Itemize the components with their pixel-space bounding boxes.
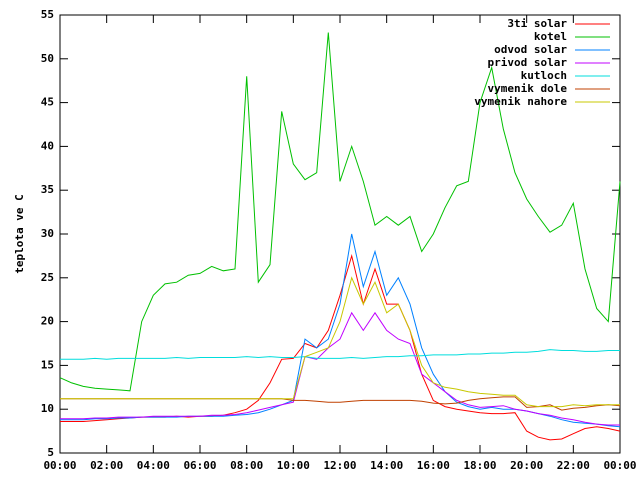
series-line: [59, 32, 621, 392]
y-tick-label: 20: [41, 315, 54, 328]
legend-label: privod solar: [488, 56, 568, 69]
legend-label: 3ti solar: [507, 17, 567, 30]
y-tick-label: 10: [41, 402, 54, 415]
y-tick-label: 45: [41, 96, 54, 109]
x-tick-label: 02:00: [90, 459, 123, 472]
legend-label: vymenik dole: [488, 82, 568, 95]
y-tick-label: 55: [41, 8, 54, 21]
x-tick-label: 22:00: [557, 459, 590, 472]
x-tick-label: 00:00: [43, 459, 76, 472]
series-line: [60, 276, 620, 408]
x-tick-label: 12:00: [323, 459, 356, 472]
y-axis-label: teplota ve C: [13, 194, 26, 273]
y-tick-label: 30: [41, 227, 54, 240]
x-tick-label: 00:00: [603, 459, 636, 472]
legend-label: vymenik nahore: [474, 95, 567, 108]
x-tick-label: 06:00: [183, 459, 216, 472]
series-line: [60, 311, 620, 426]
y-tick-label: 25: [41, 271, 54, 284]
x-tick-label: 20:00: [510, 459, 543, 472]
x-tick-label: 16:00: [417, 459, 450, 472]
y-tick-label: 35: [41, 183, 54, 196]
legend-label: odvod solar: [494, 43, 567, 56]
y-tick-label: 40: [41, 139, 54, 152]
x-tick-label: 10:00: [277, 459, 310, 472]
y-tick-label: 50: [41, 52, 54, 65]
x-tick-label: 08:00: [230, 459, 263, 472]
x-tick-label: 14:00: [370, 459, 403, 472]
x-tick-label: 18:00: [463, 459, 496, 472]
legend-label: kotel: [534, 30, 567, 43]
series-line: [60, 349, 620, 360]
y-tick-label: 5: [47, 446, 54, 459]
legend-label: kutloch: [521, 69, 567, 82]
x-tick-label: 04:00: [137, 459, 170, 472]
y-tick-label: 15: [41, 358, 54, 371]
plot-frame: [59, 14, 621, 454]
